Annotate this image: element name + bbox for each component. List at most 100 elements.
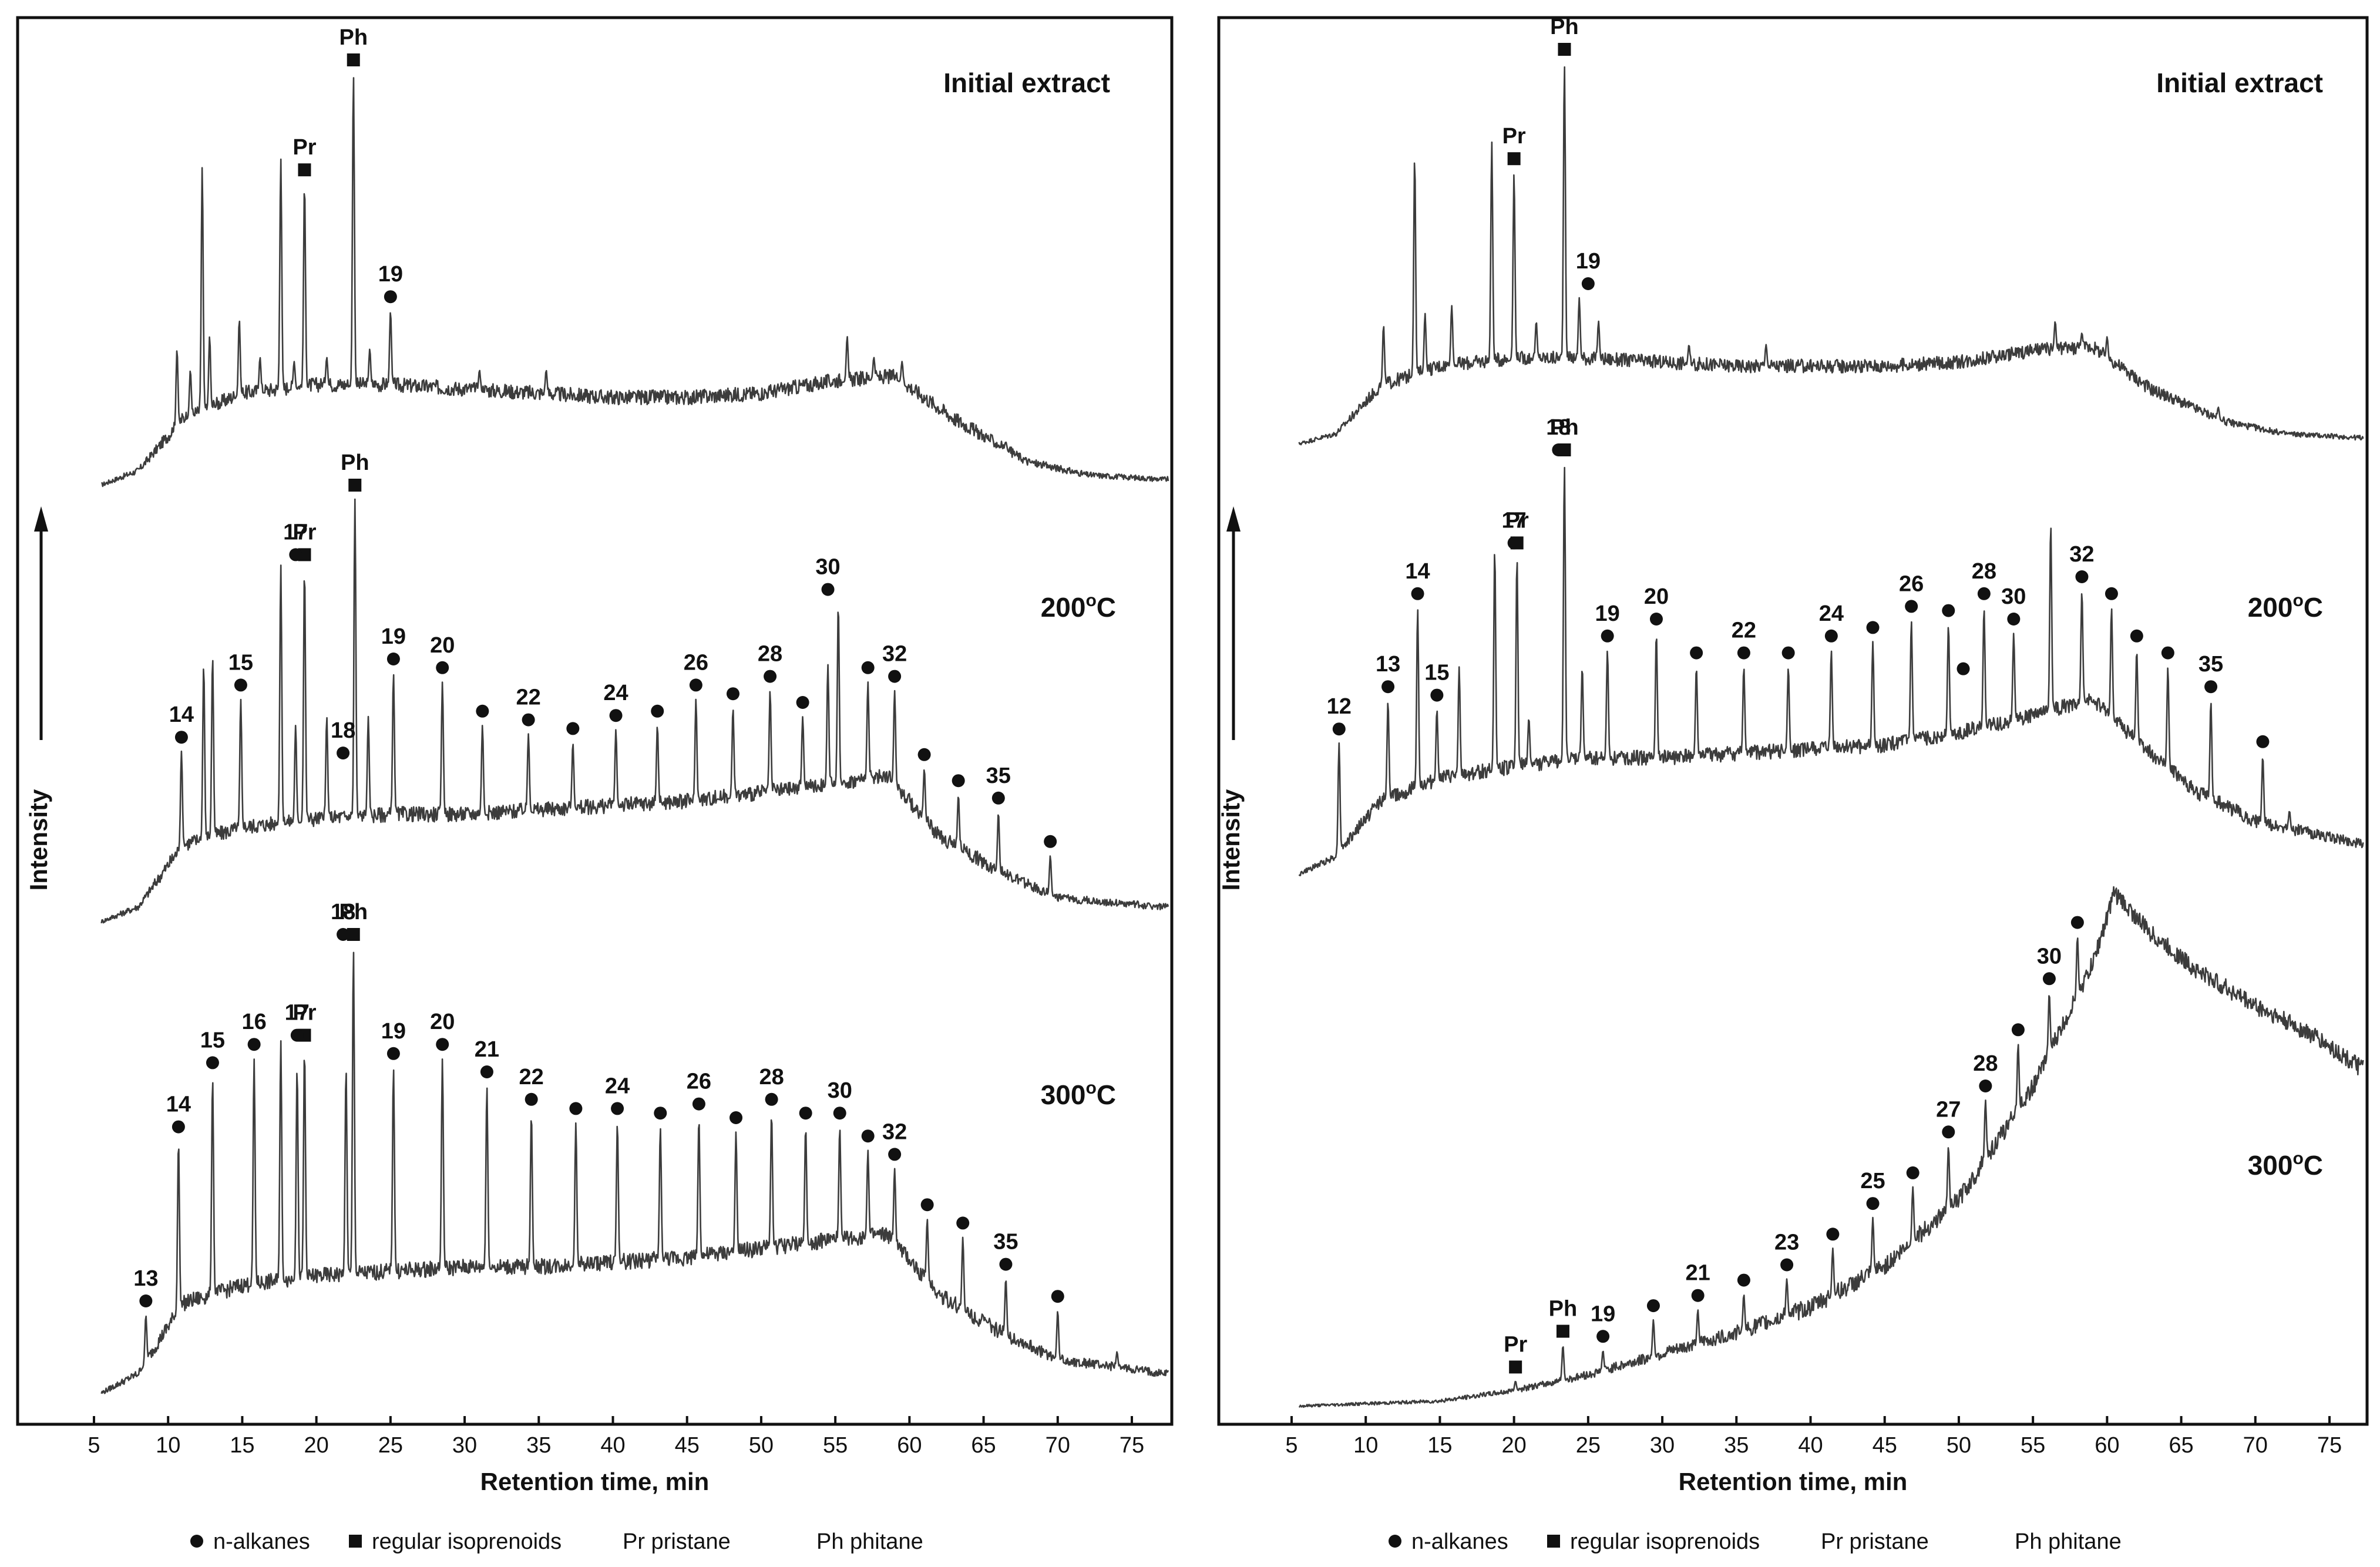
n-alkane-marker [1430, 688, 1444, 702]
peak-label: 26 [687, 1070, 711, 1094]
series-label-temp: 300 [1041, 1080, 1086, 1110]
x-tick-label: 40 [1798, 1433, 1823, 1458]
n-alkane-marker [2007, 613, 2021, 626]
legend-entry: Pr pristane [1821, 1529, 1929, 1554]
n-alkane-marker [888, 670, 902, 683]
n-alkane-marker [1044, 835, 1057, 848]
legend-square-marker [1547, 1535, 1560, 1548]
x-tick-label: 5 [88, 1433, 100, 1458]
peak-label: 28 [1972, 559, 1996, 584]
peak-label: 32 [882, 642, 907, 667]
n-alkane-marker [730, 1111, 743, 1124]
n-alkane-marker [386, 1047, 400, 1060]
legend-circle-marker [1389, 1535, 1401, 1548]
trace-300: 300oC Pr Ph 19 21 23 25 27 28 30 [1298, 886, 2364, 1408]
n-alkane-marker [796, 696, 809, 709]
n-alkane-marker [247, 1038, 261, 1051]
x-tick-label: 65 [971, 1433, 996, 1458]
n-alkane-marker [1979, 1080, 1992, 1092]
chromatogram-trace [1298, 886, 2364, 1408]
isoprenoid-marker [347, 928, 360, 941]
n-alkane-marker [956, 1216, 970, 1230]
series-label-degree: o [2292, 1149, 2303, 1168]
x-tick-label: 40 [600, 1433, 625, 1458]
n-alkane-marker [764, 670, 777, 683]
x-tick-label: 35 [526, 1433, 551, 1458]
n-alkane-marker [861, 661, 875, 674]
x-tick-label: 50 [749, 1433, 774, 1458]
n-alkane-marker [1601, 629, 1614, 643]
n-alkane-marker [765, 1092, 778, 1106]
n-alkane-marker [1905, 600, 1918, 613]
peak-label: 13 [133, 1266, 158, 1291]
n-alkane-marker [289, 548, 302, 561]
x-tick-label: 55 [823, 1433, 848, 1458]
n-alkane-marker [888, 1148, 902, 1161]
n-alkane-marker [525, 1092, 538, 1106]
peak-label: 18 [331, 900, 355, 924]
trace-initial-extract: Initial extract Pr Ph 19 [100, 25, 1169, 487]
x-tick-label: 10 [156, 1433, 180, 1458]
peak-label: 20 [430, 633, 455, 658]
legend: n-alkanes regular isoprenoids Pr pristane P… [190, 1529, 923, 1554]
x-tick-label: 5 [1285, 1433, 1297, 1458]
series-label: 300oC [1041, 1078, 1116, 1110]
peak-label: 16 [241, 1010, 266, 1034]
n-alkane-marker [1824, 629, 1838, 643]
trace-initial-extract: Initial extract Pr Ph 19 [1298, 15, 2364, 446]
n-alkane-marker [999, 1257, 1013, 1271]
series-label: Initial extract [943, 68, 1110, 98]
peak-label: 19 [381, 624, 406, 649]
n-alkane-marker [917, 748, 931, 761]
n-alkane-marker [2042, 972, 2056, 986]
n-alkane-marker [1646, 1299, 1660, 1313]
series-label-degree: o [1085, 1078, 1096, 1098]
x-tick-label: 25 [1576, 1433, 1601, 1458]
x-tick-label: 75 [2317, 1433, 2342, 1458]
n-alkane-marker [386, 653, 400, 665]
n-alkane-marker [1781, 646, 1795, 660]
n-alkane-marker [436, 1038, 449, 1051]
isoprenoid-marker [1556, 1324, 1569, 1338]
n-alkane-marker [337, 746, 350, 760]
peak-label: 30 [2001, 584, 2026, 609]
peak-label: 19 [378, 262, 403, 287]
n-alkane-marker [569, 1102, 583, 1115]
n-alkane-marker [1906, 1166, 1920, 1179]
x-axis-title: Retention time, min [480, 1468, 710, 1495]
peak-label: 17 [1502, 508, 1527, 533]
peak-label: 27 [1936, 1097, 1961, 1122]
peak-label: 24 [603, 681, 628, 705]
n-alkane-marker [833, 1107, 846, 1120]
x-tick-label: 30 [452, 1433, 477, 1458]
series-label: 200oC [1041, 591, 1116, 623]
n-alkane-marker [1690, 646, 1703, 660]
n-alkane-marker [2011, 1023, 2025, 1037]
n-alkane-marker [651, 704, 664, 718]
peak-label: 30 [815, 555, 840, 580]
series-label: Initial extract [2156, 68, 2323, 98]
peak-label: Pr [293, 135, 316, 160]
n-alkane-marker [689, 678, 702, 692]
x-tick-label: 15 [1427, 1433, 1452, 1458]
isoprenoid-marker [298, 163, 311, 177]
series-label-unit: C [2304, 1150, 2323, 1181]
peak-label: 23 [1774, 1230, 1799, 1255]
peak-label: 17 [285, 1001, 310, 1025]
n-alkane-marker [2256, 735, 2270, 748]
n-alkane-marker [1596, 1330, 1610, 1343]
n-alkane-marker [566, 722, 580, 735]
x-tick-label: 20 [304, 1433, 329, 1458]
peak-label: 18 [1546, 415, 1571, 440]
peak-label: 28 [1973, 1051, 1998, 1076]
peak-label: 30 [828, 1078, 852, 1103]
peak-label: Ph [1550, 415, 1579, 440]
series-label: 300oC [2248, 1149, 2323, 1181]
n-alkane-marker [609, 709, 623, 722]
n-alkane-marker [480, 1065, 493, 1078]
n-alkane-marker [206, 1056, 219, 1070]
peak-label: 28 [759, 1065, 784, 1089]
isoprenoid-marker [1507, 152, 1521, 166]
y-axis-title: Intensity [1217, 789, 1245, 890]
peak-label: 15 [228, 650, 253, 675]
